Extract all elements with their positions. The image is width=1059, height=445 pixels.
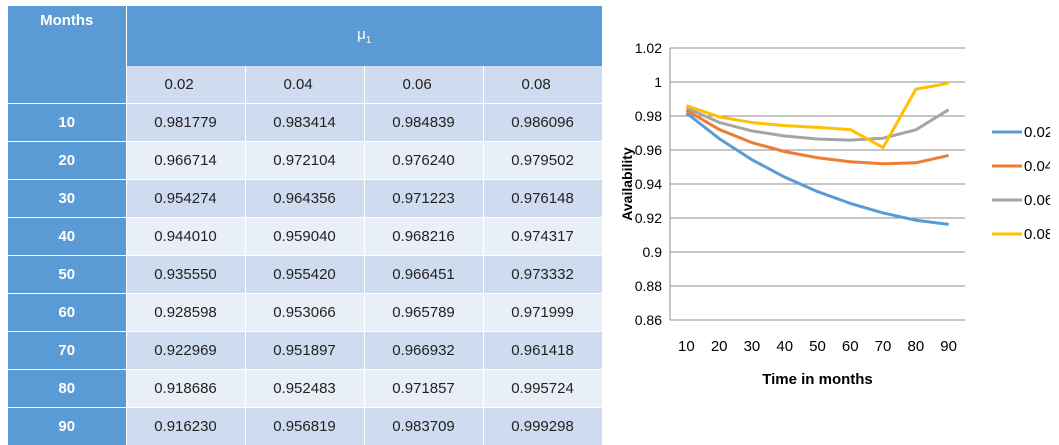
table-cell: 0.986096 — [483, 104, 602, 142]
table-cell: 0.972104 — [245, 142, 364, 180]
table-cell: 0.961418 — [483, 332, 602, 370]
row-month-label: 80 — [8, 370, 126, 408]
table-cell: 0.959040 — [245, 218, 364, 256]
y-tick-label: 0.92 — [635, 210, 662, 226]
table-cell: 0.935550 — [126, 256, 245, 294]
table-cell: 0.984839 — [364, 104, 483, 142]
table-cell: 0.965789 — [364, 294, 483, 332]
x-tick-label: 70 — [875, 338, 892, 355]
subheader-0-06: 0.06 — [364, 66, 483, 104]
table-cell: 0.951897 — [245, 332, 364, 370]
y-tick-label: 1.02 — [635, 40, 662, 56]
row-month-label: 40 — [8, 218, 126, 256]
series-line-0-06 — [686, 108, 948, 140]
row-month-label: 10 — [8, 104, 126, 142]
x-tick-label: 50 — [809, 338, 826, 355]
y-tick-label: 0.86 — [635, 312, 662, 328]
y-tick-label: 0.9 — [643, 244, 663, 260]
table-cell: 0.953066 — [245, 294, 364, 332]
table-cell: 0.983414 — [245, 104, 364, 142]
y-tick-label: 0.96 — [635, 142, 662, 158]
availability-chart: 0.86 0.88 0.9 0.92 0.94 0.96 0.98 1 1.02 10 20 30 40… — [610, 28, 1050, 418]
table-cell: 0.922969 — [126, 332, 245, 370]
x-tick-label: 30 — [744, 338, 761, 355]
table-cell: 0.971857 — [364, 370, 483, 408]
row-month-label: 90 — [8, 408, 126, 445]
months-header: Months — [8, 6, 126, 104]
table-cell: 0.916230 — [126, 408, 245, 445]
table-cell: 0.928598 — [126, 294, 245, 332]
table-cell: 0.995724 — [483, 370, 602, 408]
table-cell: 0.966451 — [364, 256, 483, 294]
y-tick-label: 0.98 — [635, 108, 662, 124]
row-month-label: 70 — [8, 332, 126, 370]
table-cell: 0.976148 — [483, 180, 602, 218]
table-cell: 0.976240 — [364, 142, 483, 180]
x-tick-label: 20 — [711, 338, 728, 355]
legend-label: 0.02 — [1024, 124, 1050, 141]
table-cell: 0.979502 — [483, 142, 602, 180]
legend-label: 0.08 — [1024, 226, 1050, 243]
y-tick-label: 0.94 — [635, 176, 662, 192]
mu-subscript: 1 — [366, 35, 372, 46]
table-cell: 0.983709 — [364, 408, 483, 445]
row-month-label: 30 — [8, 180, 126, 218]
table-cell: 0.966932 — [364, 332, 483, 370]
legend-label: 0.04 — [1024, 158, 1050, 175]
row-month-label: 60 — [8, 294, 126, 332]
x-tick-label: 60 — [842, 338, 859, 355]
table-cell: 0.918686 — [126, 370, 245, 408]
legend-label: 0.06 — [1024, 192, 1050, 209]
table-cell: 0.971999 — [483, 294, 602, 332]
table-cell: 0.944010 — [126, 218, 245, 256]
table-cell: 0.955420 — [245, 256, 364, 294]
table-header-row: Months μ1 — [8, 6, 602, 66]
row-month-label: 50 — [8, 256, 126, 294]
mu-symbol: μ — [357, 26, 366, 43]
table-cell: 0.971223 — [364, 180, 483, 218]
table-cell: 0.973332 — [483, 256, 602, 294]
y-axis-title: Availability — [619, 147, 635, 221]
x-tick-label: 80 — [907, 338, 924, 355]
subheader-0-02: 0.02 — [126, 66, 245, 104]
table-cell: 0.974317 — [483, 218, 602, 256]
subheader-0-08: 0.08 — [483, 66, 602, 104]
x-tick-label: 90 — [940, 338, 957, 355]
x-tick-label: 10 — [678, 338, 695, 355]
row-month-label: 20 — [8, 142, 126, 180]
y-tick-label: 1 — [654, 74, 662, 90]
series-line-0-02 — [686, 113, 948, 224]
mu-header: μ1 — [126, 6, 602, 66]
table-cell: 0.999298 — [483, 408, 602, 445]
table-cell: 0.964356 — [245, 180, 364, 218]
subheader-0-04: 0.04 — [245, 66, 364, 104]
table-cell: 0.954274 — [126, 180, 245, 218]
table-cell: 0.952483 — [245, 370, 364, 408]
table-cell: 0.956819 — [245, 408, 364, 445]
table-cell: 0.981779 — [126, 104, 245, 142]
table-cell: 0.966714 — [126, 142, 245, 180]
x-tick-label: 40 — [776, 338, 793, 355]
y-tick-label: 0.88 — [635, 278, 662, 294]
x-axis-title: Time in months — [762, 371, 873, 388]
table-cell: 0.968216 — [364, 218, 483, 256]
